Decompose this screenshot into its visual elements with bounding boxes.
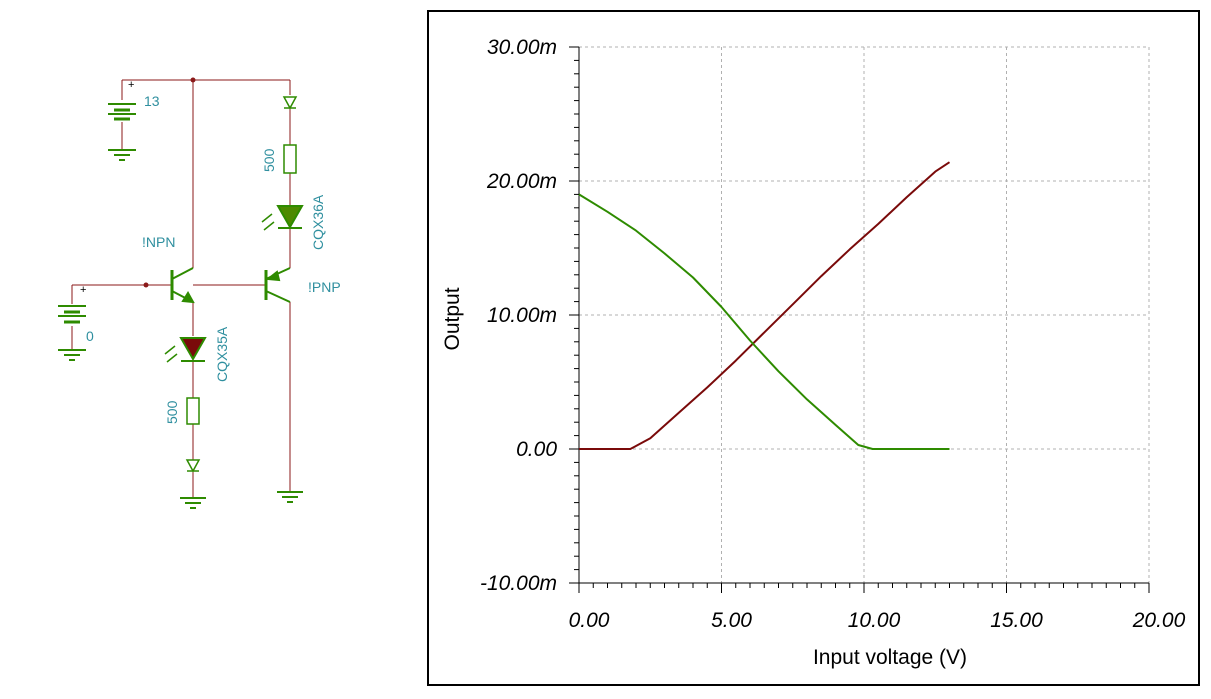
ground-symbol [180,497,206,509]
y-tick-label: -10.00m [480,572,557,595]
x-axis-title: Input voltage (V) [813,646,967,669]
led-bottom-label: CQX35A [214,326,230,382]
arrow-marker-bottom [185,459,201,473]
y-axis-title: Output [441,287,464,350]
series-line-1 [579,161,951,450]
schematic-components [58,96,304,509]
x-tick-label: 0.00 [569,609,610,632]
circuit-schematic: + + 13 0 !NPN !PNP 500 500 CQX36A CQX35A [58,77,341,509]
pnp-transistor [264,267,291,303]
pnp-label: !PNP [308,279,341,295]
battery-top [108,103,136,121]
grid-lines [579,46,1150,583]
ground-symbol [108,149,136,161]
led-bottom [164,337,207,363]
arrow-marker-top [282,96,298,110]
chart-plot: 0.00 5.00 10.00 15.00 20.00 -10.00m 0.00 10.00m… [441,36,1186,669]
chart-frame: 0.00 5.00 10.00 15.00 20.00 -10.00m 0.00 10.00m… [427,10,1200,686]
x-tick-label: 20.00 [1132,609,1186,632]
x-tick-label: 10.00 [848,609,901,632]
x-tick-label: 15.00 [990,609,1043,632]
axes [569,46,1150,593]
series-line-2 [578,193,950,450]
y-tick-label: 10.00m [487,304,557,327]
x-tick-label: 5.00 [711,609,752,632]
battery-top-value: 13 [144,93,160,109]
resistor-bottom [186,397,200,425]
y-tick-label: 20.00m [486,170,557,193]
battery-left-value: 0 [86,328,94,344]
plus-marker: + [80,284,86,296]
battery-left [58,305,86,324]
ground-symbol [58,349,86,361]
series-lines [578,161,951,450]
junction-dot [143,282,149,288]
npn-label: !NPN [142,234,175,250]
junction-dot [190,77,196,83]
tick-labels: 0.00 5.00 10.00 15.00 20.00 -10.00m 0.00 10.00m… [480,36,1186,632]
y-tick-label: 0.00 [516,438,557,461]
led-top-label: CQX36A [310,194,326,250]
resistor-bottom-value: 500 [164,400,180,424]
led-top [261,205,304,231]
schematic-wires [71,79,291,498]
resistor-top-value: 500 [261,148,277,172]
y-tick-label: 30.00m [487,36,557,59]
plus-marker: + [128,79,134,91]
npn-transistor [170,267,195,304]
ground-symbol [277,491,303,503]
resistor-top [283,144,297,174]
